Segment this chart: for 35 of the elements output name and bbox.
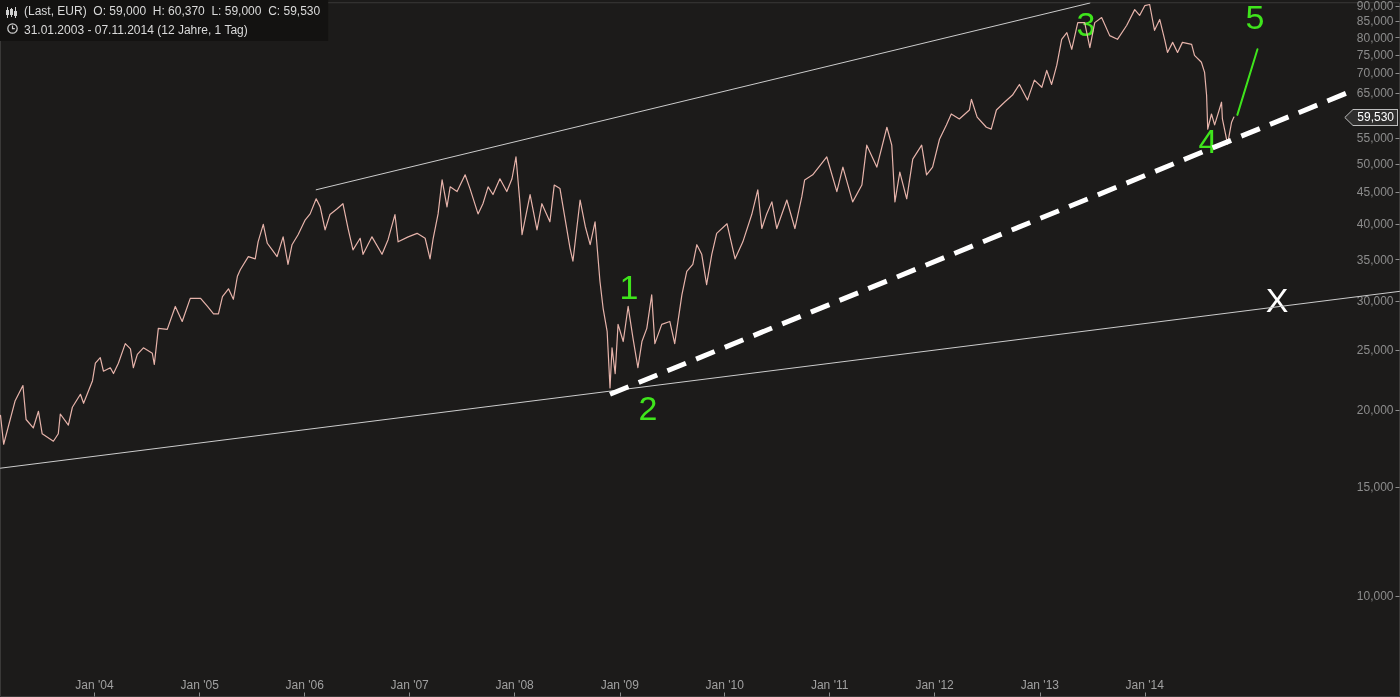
- x-tick-label: Jan '12: [915, 677, 955, 692]
- y-tick-label: 45,000: [1356, 185, 1394, 200]
- y-tick-label: 50,000: [1356, 156, 1394, 171]
- x-tick-label: Jan '06: [285, 677, 325, 692]
- y-tick-label: 70,000: [1356, 66, 1394, 81]
- y-tick-label: 85,000: [1356, 14, 1394, 29]
- x-tick-label: Jan '04: [75, 677, 114, 692]
- y-tick-label: 30,000: [1356, 294, 1394, 309]
- x-tick-label: Jan '10: [705, 677, 745, 692]
- x-tick-label: Jan '08: [495, 677, 535, 692]
- x-tick-label: Jan '07: [390, 677, 430, 692]
- x-tick-label: Jan '13: [1020, 677, 1060, 692]
- y-tick-label: 15,000: [1356, 480, 1394, 495]
- y-tick-label: 65,000: [1356, 86, 1394, 101]
- annotation: 1: [619, 268, 639, 306]
- x-tick-label: Jan '11: [810, 677, 849, 692]
- chart-title: (Last, EUR) O: 59,000 H: 60,370 L: 59,000 C: 59,530: [24, 4, 321, 18]
- y-tick-label: 75,000: [1356, 47, 1394, 62]
- x-tick-label: Jan '14: [1125, 677, 1165, 692]
- line-series: [0, 3, 1235, 445]
- y-tick-label: 55,000: [1356, 131, 1394, 146]
- x-tick-label: Jan '09: [600, 677, 640, 692]
- y-tick-label: 90,000: [1356, 0, 1394, 13]
- y-tick-label: 25,000: [1356, 343, 1394, 357]
- text: 31.01.2003 - 07.11.2014 (12 Jahre, 1 Tag): [24, 23, 248, 37]
- y-tick-label: 35,000: [1356, 252, 1394, 267]
- annotation: 2: [638, 389, 658, 427]
- annotation: 59,530: [1353, 109, 1398, 126]
- y-tick-label: 10,000: [1356, 589, 1394, 604]
- y-tick-label: 80,000: [1356, 30, 1394, 45]
- annotation: 5: [1245, 0, 1265, 36]
- x-tick-label: Jan '05: [180, 677, 220, 692]
- y-tick-label: 40,000: [1356, 216, 1394, 231]
- y-tick-label: 20,000: [1356, 402, 1394, 417]
- annotation: 4: [1198, 122, 1218, 160]
